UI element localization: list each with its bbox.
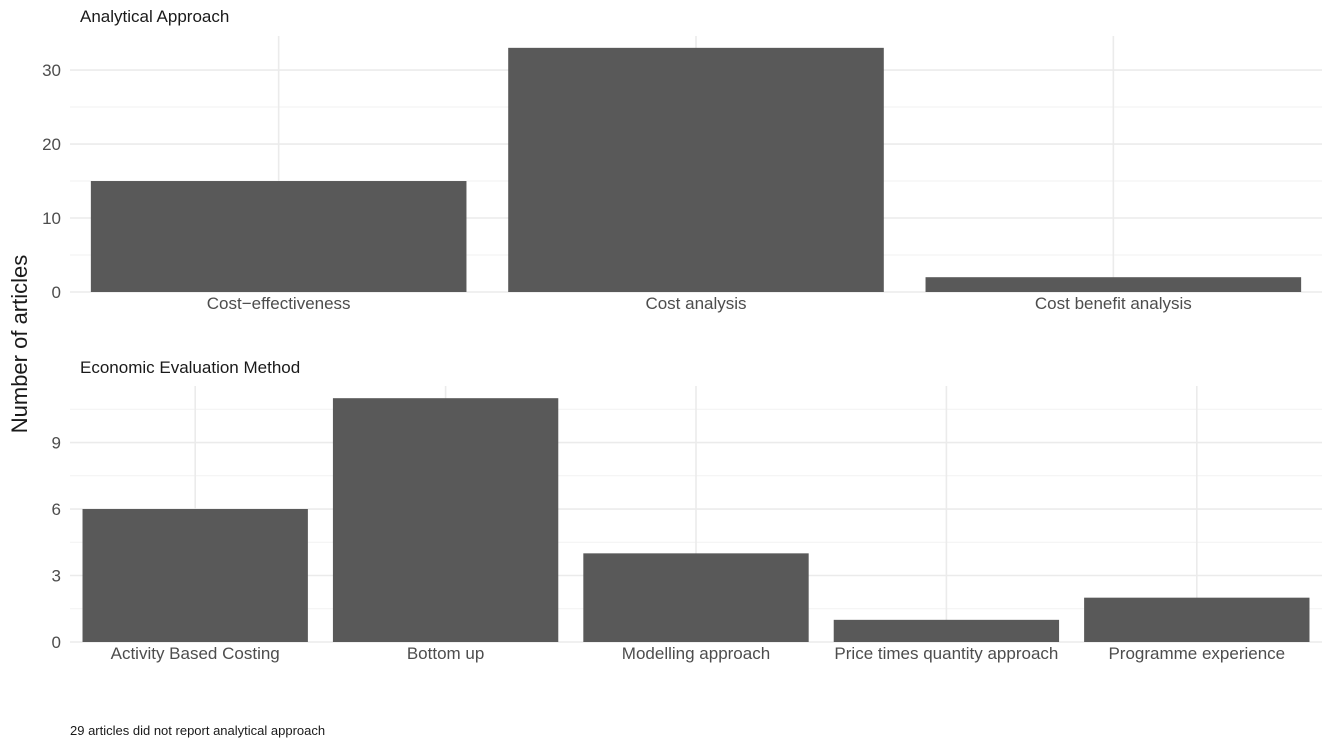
x-tick-label: Cost−effectiveness <box>207 294 351 313</box>
bar <box>508 47 884 292</box>
x-tick-label: Modelling approach <box>622 644 770 663</box>
bar <box>82 509 308 642</box>
x-tick-label: Cost benefit analysis <box>1035 294 1192 313</box>
panel-2: 0 3 6 9 Activity Based Costing Bottom up Model… <box>52 358 1322 663</box>
y-tick-label: 30 <box>42 61 61 80</box>
bar <box>833 619 1060 642</box>
y-tick-label: 10 <box>42 209 61 228</box>
bar <box>1084 597 1310 642</box>
panel-title: Analytical Approach <box>80 7 229 26</box>
y-tick-label: 0 <box>52 633 61 652</box>
panel-1: 0 10 20 30 Cost−effectiveness Cost analysis Co… <box>42 7 1322 313</box>
bar <box>925 277 1302 292</box>
bar <box>332 398 559 642</box>
x-tick-label: Cost analysis <box>645 294 746 313</box>
x-tick-label: Programme experience <box>1108 644 1285 663</box>
bar <box>583 553 809 642</box>
y-tick-label: 3 <box>52 567 61 586</box>
y-tick-label: 9 <box>52 434 61 453</box>
chart-caption: 29 articles did not report analytical ap… <box>70 723 325 738</box>
y-tick-label: 20 <box>42 135 61 154</box>
x-tick-label: Price times quantity approach <box>834 644 1058 663</box>
y-tick-label: 0 <box>52 283 61 302</box>
x-tick-label: Activity Based Costing <box>111 644 280 663</box>
y-axis-title: Number of articles <box>7 255 32 434</box>
y-tick-label: 6 <box>52 500 61 519</box>
bar <box>90 181 467 292</box>
panel-title: Economic Evaluation Method <box>80 358 300 377</box>
x-tick-label: Bottom up <box>407 644 485 663</box>
